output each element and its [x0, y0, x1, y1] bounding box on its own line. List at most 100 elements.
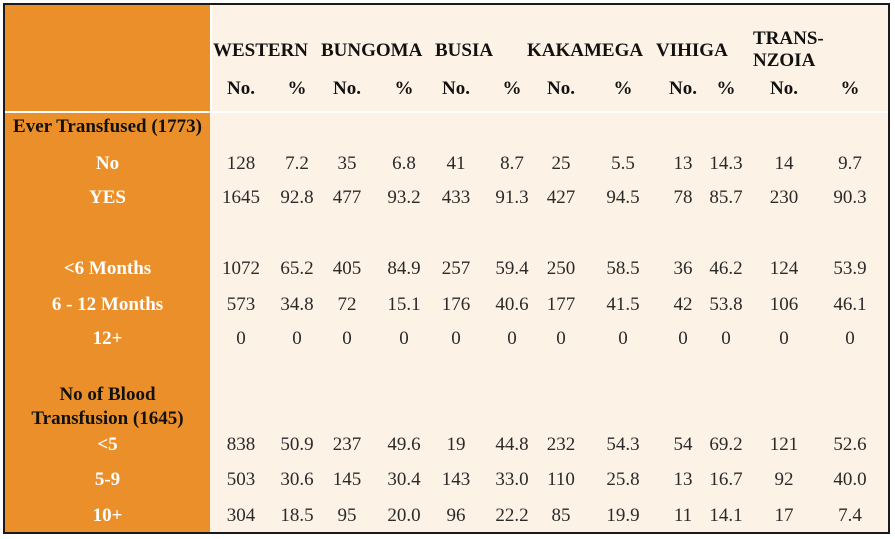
table-cell: 94.5: [606, 187, 640, 208]
table-cell: 14.1: [709, 505, 743, 526]
row-label: 12+: [92, 328, 123, 349]
region-header: BUSIA: [435, 40, 494, 61]
table-cell: 52.6: [833, 434, 867, 455]
table-cell: 177: [546, 294, 576, 315]
table-cell: 33.0: [495, 469, 529, 490]
table-cell: 176: [441, 294, 471, 315]
table-cell: 41.5: [606, 294, 640, 315]
table-cell: 0: [507, 328, 517, 349]
no-column-header: No.: [547, 78, 575, 99]
section-label-blood-transfusion: Transfusion (1645): [31, 408, 184, 429]
table-cell: 91.3: [495, 187, 529, 208]
row-label: <6 Months: [63, 258, 152, 279]
table-cell: 90.3: [833, 187, 867, 208]
table-cell: 84.9: [387, 258, 421, 279]
table-cell: 49.6: [387, 434, 421, 455]
table-cell: 433: [441, 187, 471, 208]
table-cell: 59.4: [495, 258, 529, 279]
table-cell: 54.3: [606, 434, 640, 455]
no-column-header: No.: [442, 78, 470, 99]
table-cell: 110: [547, 469, 575, 490]
table-cell: 7.4: [838, 505, 862, 526]
row-label: <5: [97, 434, 118, 455]
table-cell: 106: [769, 294, 799, 315]
table-cell: 5.5: [611, 153, 635, 174]
table-cell: 65.2: [280, 258, 314, 279]
table-cell: 0: [845, 328, 855, 349]
table-cell: 46.2: [709, 258, 743, 279]
table-cell: 15.1: [387, 294, 421, 315]
table-cell: 30.6: [280, 469, 314, 490]
percent-column-header: %: [502, 78, 522, 99]
table-cell: 405: [332, 258, 362, 279]
table-cell: 53.8: [709, 294, 743, 315]
table-cell: 96: [446, 505, 466, 526]
table-cell: 124: [769, 258, 799, 279]
row-label: YES: [89, 187, 126, 208]
table-cell: 53.9: [833, 258, 867, 279]
table-cell: 0: [451, 328, 461, 349]
table-cell: 20.0: [387, 505, 421, 526]
table-cell: 145: [332, 469, 362, 490]
table-cell: 0: [556, 328, 566, 349]
row-label: No: [95, 153, 120, 174]
region-header: WESTERN: [213, 40, 309, 61]
table-cell: 0: [779, 328, 789, 349]
percent-column-header: %: [287, 78, 307, 99]
table-cell: 0: [342, 328, 352, 349]
table-cell: 36: [673, 258, 693, 279]
section-label-blood-transfusion: No of Blood: [59, 384, 156, 405]
percent-column-header: %: [613, 78, 633, 99]
table-cell: 573: [226, 294, 256, 315]
table-cell: 85: [551, 505, 571, 526]
table-cell: 72: [337, 294, 357, 315]
table-cell: 1072: [222, 258, 260, 279]
row-label-column: [5, 5, 210, 532]
table-cell: 25: [551, 153, 571, 174]
no-column-header: No.: [770, 78, 798, 99]
table-cell: 54: [673, 434, 693, 455]
transfusion-table: WESTERN BUNGOMA BUSIA KAKAMEGA VIHIGA TRANS- N…: [3, 3, 890, 534]
table-cell: 40.6: [495, 294, 529, 315]
table-cell: 19: [446, 434, 466, 455]
percent-column-header: %: [840, 78, 860, 99]
table-cell: 11: [673, 505, 693, 526]
table-cell: 41: [446, 153, 466, 174]
no-column-header: No.: [669, 78, 697, 99]
table-cell: 18.5: [280, 505, 314, 526]
table-cell: 50.9: [280, 434, 314, 455]
no-column-header: No.: [333, 78, 361, 99]
table-cell: 69.2: [709, 434, 743, 455]
table-cell: 93.2: [387, 187, 421, 208]
table-cell: 30.4: [387, 469, 421, 490]
table-cell: 427: [546, 187, 576, 208]
table-cell: 7.2: [285, 153, 309, 174]
table-cell: 250: [546, 258, 576, 279]
table-cell: 34.8: [280, 294, 314, 315]
table-cell: 0: [399, 328, 409, 349]
region-header: BUNGOMA: [321, 40, 423, 61]
table-cell: 143: [441, 469, 471, 490]
table-cell: 42: [673, 294, 693, 315]
table-cell: 58.5: [606, 258, 640, 279]
table-cell: 0: [678, 328, 688, 349]
table-cell: 85.7: [709, 187, 743, 208]
table-cell: 0: [618, 328, 628, 349]
region-header: NZOIA: [753, 50, 816, 71]
table-cell: 78: [673, 187, 693, 208]
row-label: 5-9: [94, 469, 121, 490]
table-cell: 0: [236, 328, 246, 349]
table-cell: 16.7: [709, 469, 743, 490]
table-cell: 1645: [222, 187, 260, 208]
table-cell: 237: [332, 434, 362, 455]
percent-column-header: %: [716, 78, 736, 99]
table-cell: 19.9: [606, 505, 640, 526]
row-label: 10+: [92, 505, 123, 526]
header-left-divider: [210, 5, 212, 111]
region-header: TRANS-: [753, 28, 824, 49]
table-cell: 232: [546, 434, 576, 455]
table-cell: 0: [292, 328, 302, 349]
section-label-ever-transfused: Ever Transfused (1773): [13, 116, 202, 137]
table-cell: 44.8: [495, 434, 529, 455]
table-cell: 128: [226, 153, 256, 174]
